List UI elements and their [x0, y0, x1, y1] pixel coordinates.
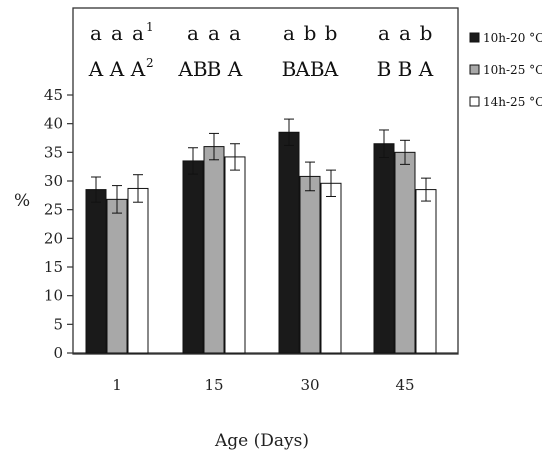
sig-letter-lowercase: a [132, 21, 144, 45]
sig-letter-uppercase: A [88, 57, 104, 81]
bar-2-45 [394, 151, 416, 354]
x-axis-title: Age (Days) [214, 431, 309, 451]
y-tick-label: 0 [53, 344, 63, 362]
sig-letter-uppercase: B [398, 57, 413, 81]
y-tick-label: 40 [44, 115, 63, 133]
bar-3-45 [415, 189, 437, 354]
legend: 10h-20 °C 10h-25 °C 14h-25 °C [469, 31, 542, 109]
sig-letter-lowercase: b [304, 21, 317, 45]
superscript-1: 1 [146, 20, 154, 34]
x-axis: 1 15 30 45 [112, 376, 414, 394]
bar-1-45 [373, 143, 395, 354]
legend-swatch [469, 64, 480, 75]
bar-3-15 [224, 156, 246, 354]
superscript-2: 2 [146, 56, 154, 70]
y-tick-label: 5 [53, 315, 63, 333]
sig-letter-uppercase: A [227, 57, 243, 81]
sig-letter-lowercase: a [187, 21, 199, 45]
sig-letter-uppercase: A [418, 57, 434, 81]
sig-letter-lowercase: a [378, 21, 390, 45]
y-tick-label: 35 [44, 143, 63, 161]
sig-letter-lowercase: a [90, 21, 102, 45]
sig-letter-uppercase: A [323, 57, 339, 81]
bar-2-30 [299, 175, 321, 354]
sig-letter-uppercase: A [130, 57, 146, 81]
bar-1-30 [278, 131, 300, 354]
legend-label: 14h-25 °C [483, 95, 542, 109]
sig-letter-uppercase: B [207, 57, 222, 81]
bar-1-1 [85, 189, 107, 354]
sig-letter-lowercase: a [229, 21, 241, 45]
y-tick-label: 20 [44, 229, 63, 247]
x-tick-label: 30 [300, 376, 319, 394]
sig-letter-lowercase: a [208, 21, 220, 45]
sig-letter-uppercase: AB [177, 57, 207, 81]
y-tick-label: 45 [44, 86, 63, 104]
y-tick-label: 30 [44, 172, 63, 190]
sig-letter-lowercase: a [399, 21, 411, 45]
bar-2-15 [203, 146, 225, 354]
legend-swatch [469, 96, 480, 107]
x-tick-label: 15 [204, 376, 223, 394]
bar-2-1 [106, 198, 128, 354]
bars [85, 118, 437, 354]
sig-letter-uppercase: B [377, 57, 392, 81]
sig-letter-uppercase: B [282, 57, 297, 81]
sig-letter-lowercase: b [325, 21, 338, 45]
sig-letter-lowercase: a [111, 21, 123, 45]
y-tick-label: 15 [44, 258, 63, 276]
y-tick-label: 25 [44, 201, 63, 219]
y-tick-label: 10 [44, 287, 63, 305]
legend-label: 10h-25 °C [483, 63, 542, 77]
significance-letters: a a a a a a a b b a a bA A A AB B A B AB A B B A12 [88, 20, 434, 81]
y-axis-title: % [14, 191, 30, 211]
sig-letter-uppercase: AB [294, 57, 324, 81]
x-tick-label: 1 [112, 376, 122, 394]
bar-3-1 [127, 187, 149, 354]
x-tick-label: 45 [395, 376, 414, 394]
legend-swatch [469, 32, 480, 43]
bar-1-15 [182, 160, 204, 354]
bar-3-30 [320, 182, 342, 354]
sig-letter-lowercase: a [283, 21, 295, 45]
sig-letter-uppercase: A [109, 57, 125, 81]
sig-letter-lowercase: b [420, 21, 433, 45]
legend-label: 10h-20 °C [483, 31, 542, 45]
